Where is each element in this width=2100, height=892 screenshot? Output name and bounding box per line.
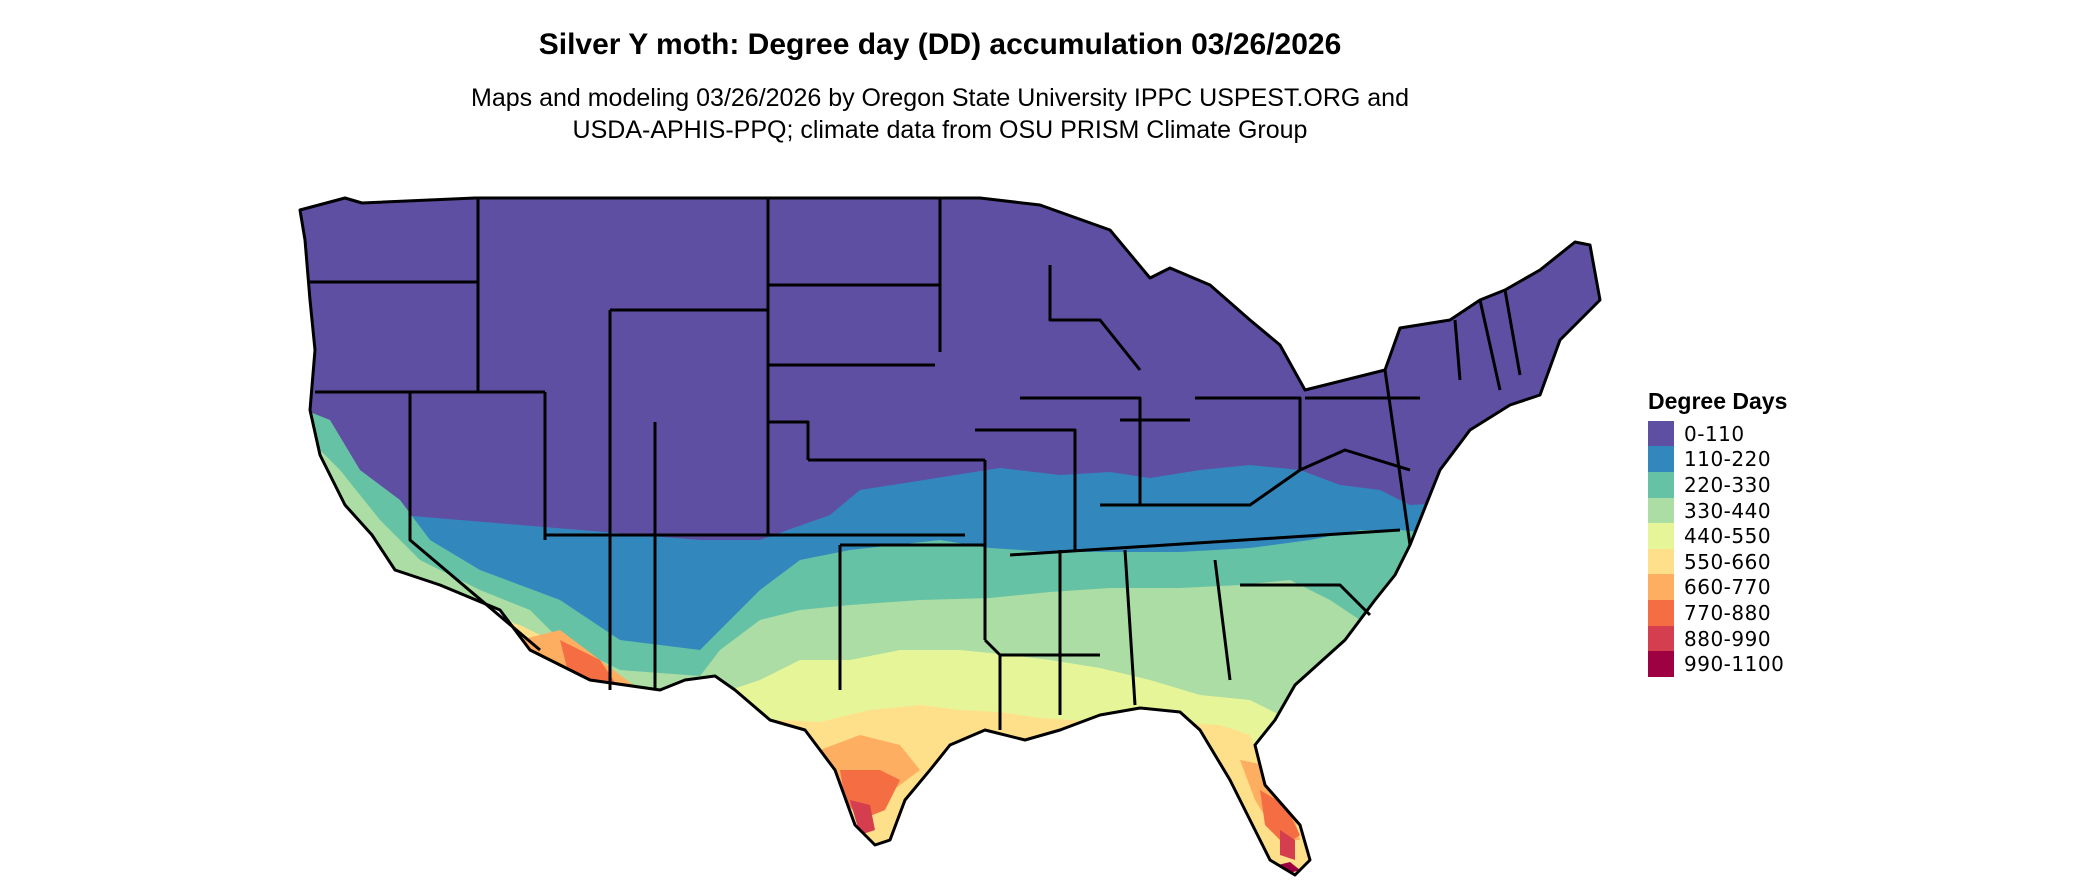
legend-label: 880-990: [1684, 626, 1772, 651]
legend-item: 440-550: [1648, 523, 1787, 550]
legend-item: 770-880: [1648, 599, 1787, 626]
legend-swatch: [1648, 625, 1674, 652]
legend-label: 990-1100: [1684, 652, 1785, 677]
legend-item: 0-110: [1648, 420, 1787, 447]
legend-label: 220-330: [1684, 472, 1772, 497]
legend-swatch: [1648, 599, 1674, 626]
legend-item: 110-220: [1648, 446, 1787, 473]
legend-swatch: [1648, 471, 1674, 498]
legend-item: 990-1100: [1648, 651, 1787, 678]
legend-label: 660-770: [1684, 575, 1772, 600]
legend-swatch: [1648, 523, 1674, 550]
zone-770-880: [450, 630, 1300, 845]
legend-item: 660-770: [1648, 574, 1787, 601]
legend-title: Degree Days: [1648, 388, 1788, 414]
legend-item: 880-990: [1648, 625, 1787, 652]
legend: Degree Days 0-110 110-220 220-330 330-440 44…: [1648, 388, 1788, 678]
legend-item: 550-660: [1648, 548, 1787, 575]
legend-swatch: [1648, 446, 1674, 473]
map-title: Silver Y moth: Degree day (DD) accumulat…: [538, 28, 1342, 61]
state-boundaries: [298, 196, 1602, 877]
map-subtitle-line-2: USDA-APHIS-PPQ; climate data from OSU PR…: [572, 116, 1308, 144]
legend-items: 0-110 110-220 220-330 330-440 440-550 550-660…: [1648, 420, 1787, 678]
legend-label: 440-550: [1684, 524, 1772, 549]
legend-swatch: [1648, 548, 1674, 575]
legend-swatch: [1648, 497, 1674, 524]
map-subtitle-line-1: Maps and modeling 03/26/2026 by Oregon S…: [471, 84, 1409, 112]
legend-swatch: [1648, 420, 1674, 447]
legend-item: 220-330: [1648, 471, 1787, 498]
legend-label: 550-660: [1684, 549, 1772, 574]
legend-label: 0-110: [1684, 421, 1745, 446]
legend-label: 770-880: [1684, 600, 1772, 625]
legend-swatch: [1648, 574, 1674, 601]
legend-swatch: [1648, 651, 1674, 678]
legend-label: 330-440: [1684, 498, 1772, 523]
legend-label: 110-220: [1684, 447, 1772, 472]
legend-item: 330-440: [1648, 497, 1787, 524]
